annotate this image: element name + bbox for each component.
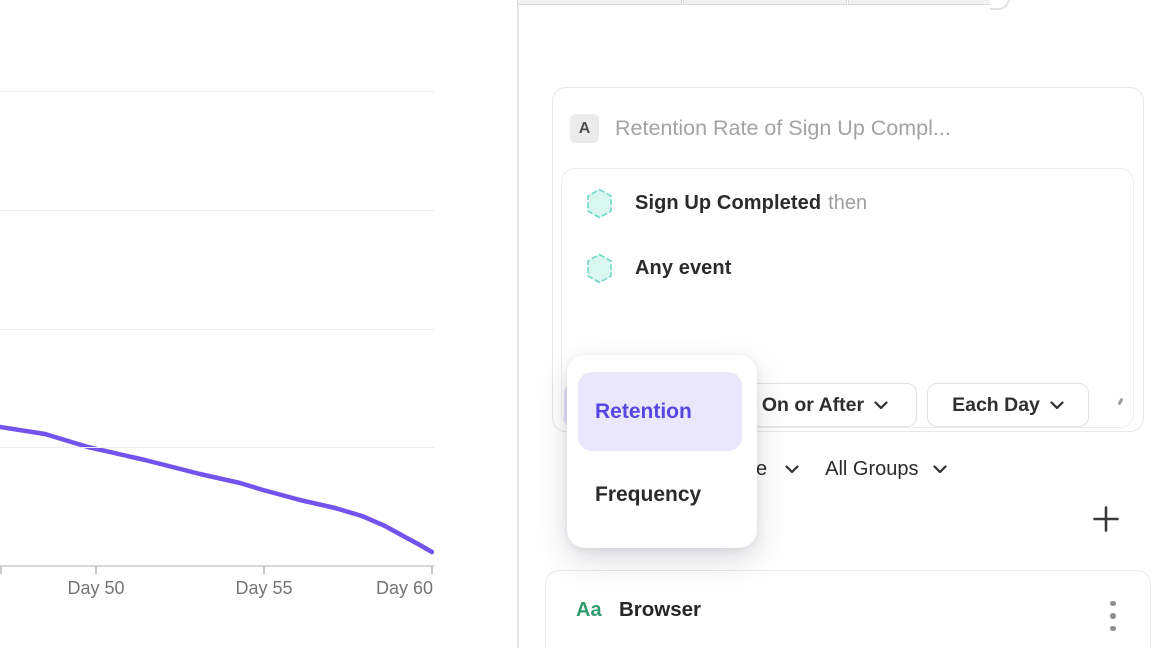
menu-item-retention[interactable]: Retention xyxy=(578,372,742,451)
group-by-property-label: Browser xyxy=(619,598,702,621)
add-button[interactable] xyxy=(1090,503,1122,535)
each-day-dropdown-button[interactable]: Each Day xyxy=(927,383,1089,427)
x-axis-tick-label: Day 60 xyxy=(375,578,433,598)
kebab-dot xyxy=(1110,600,1116,607)
event-name: Sign Up Completed xyxy=(635,191,822,214)
chevron-down-icon xyxy=(785,464,799,474)
all-groups-dropdown[interactable]: All Groups xyxy=(825,457,919,480)
x-axis xyxy=(0,565,434,567)
toolbar-card-corner xyxy=(990,0,1010,10)
x-axis-tick xyxy=(95,566,97,574)
clipped-dropdown-text: e xyxy=(756,457,768,480)
gridline xyxy=(0,91,434,92)
chevron-down-icon xyxy=(932,464,947,474)
event-row[interactable]: Any event xyxy=(562,251,1133,285)
x-axis-tick-label: Day 55 xyxy=(235,578,293,598)
mode-dropdown-menu: Retention Frequency xyxy=(567,355,757,548)
menu-item-frequency[interactable]: Frequency xyxy=(595,483,702,506)
gridline xyxy=(0,447,434,448)
grouping-row: e All Groups xyxy=(562,451,1133,487)
x-axis-tick xyxy=(263,566,265,574)
on-or-after-label: On or After xyxy=(761,393,865,416)
kebab-menu-button[interactable] xyxy=(1104,594,1122,638)
toolbar-button-stub[interactable] xyxy=(683,0,847,5)
clipped-element-fragment xyxy=(1117,397,1123,406)
retention-line xyxy=(0,424,434,555)
property-type-icon: Aa xyxy=(576,599,602,621)
on-or-after-dropdown-button[interactable]: On or After xyxy=(733,383,917,427)
event-row[interactable]: Sign Up Completed then xyxy=(562,186,1133,220)
metric-title-input[interactable] xyxy=(615,110,1120,146)
toolbar-button-stub[interactable] xyxy=(848,0,991,5)
event-hexagon-icon xyxy=(587,253,612,283)
plus-icon xyxy=(1093,506,1119,532)
kebab-dot xyxy=(1110,625,1116,632)
each-day-label: Each Day xyxy=(952,393,1040,416)
panel-divider xyxy=(517,0,519,648)
retention-line-chart xyxy=(0,424,434,555)
event-connector: then xyxy=(828,191,868,214)
gridline xyxy=(0,329,434,330)
x-axis-tick xyxy=(0,566,2,574)
gridline xyxy=(0,210,434,211)
x-axis-tick-label: Day 50 xyxy=(67,578,125,598)
event-hexagon-icon xyxy=(587,188,612,218)
chevron-down-icon xyxy=(1050,400,1064,410)
kebab-dot xyxy=(1110,613,1116,619)
x-axis-tick xyxy=(431,566,433,574)
event-name: Any event xyxy=(635,256,732,279)
chevron-down-icon xyxy=(874,400,888,410)
group-by-card: Aa Browser xyxy=(545,570,1151,648)
metric-badge: A xyxy=(570,114,599,143)
chart-panel: Day 50 Day 55 Day 60 xyxy=(0,0,434,648)
toolbar-button-stub[interactable] xyxy=(517,0,682,5)
